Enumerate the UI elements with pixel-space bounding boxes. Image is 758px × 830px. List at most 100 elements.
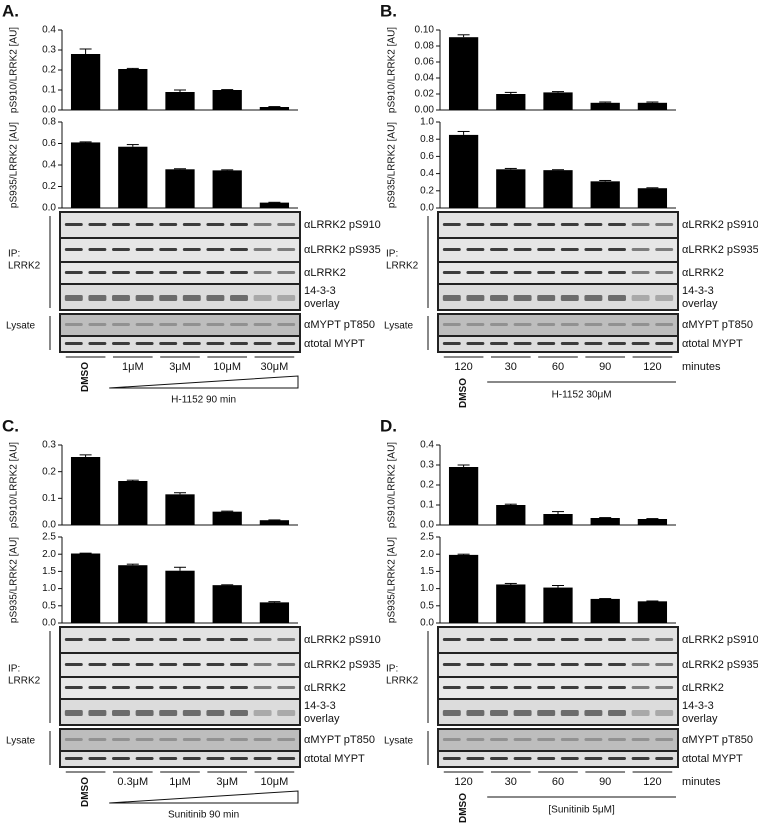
blot-band (135, 738, 154, 741)
blot-band (631, 248, 650, 251)
blot-band (182, 686, 201, 689)
blot-band (466, 757, 485, 760)
blot-row-label: 14-3-3 (682, 700, 714, 712)
lysate-label: Lysate (384, 321, 414, 332)
bar (496, 584, 526, 623)
y-tick-label: 0.08 (415, 41, 435, 52)
ip-label: LRRK2 (8, 676, 41, 687)
blot-band (513, 295, 532, 301)
blot-band (537, 271, 556, 274)
blot-band (442, 323, 461, 326)
dose-wedge (109, 375, 299, 389)
blot-band (655, 342, 674, 345)
blot-band (64, 638, 83, 641)
blot-band (584, 710, 603, 716)
blot-band (206, 295, 225, 301)
blot-band (608, 738, 626, 741)
blot-band (112, 757, 130, 760)
blot-band (655, 271, 674, 274)
bar (165, 494, 195, 525)
lane-label: 60 (552, 776, 564, 788)
bar (590, 518, 620, 525)
blot-band (655, 686, 674, 689)
blot-band (490, 223, 508, 226)
blot-band (159, 271, 178, 274)
blot-band (608, 323, 626, 326)
blot-band (608, 271, 626, 274)
y-axis-label: pS910/LRRK2 [AU] (9, 27, 20, 113)
blot-band (655, 710, 674, 716)
y-tick-label: 0.4 (420, 440, 434, 451)
blot-band (88, 271, 107, 274)
blot-band (560, 638, 579, 641)
bar (259, 107, 290, 110)
blot-row-label: αLRRK2 pS935 (682, 244, 758, 256)
lane-label: 3μM (169, 361, 191, 373)
blot-band (206, 638, 225, 641)
blot-band (560, 663, 579, 666)
blot-band (537, 686, 556, 689)
blot-band (537, 248, 556, 251)
blot-band (135, 710, 154, 716)
blot-band (442, 638, 461, 641)
blot (59, 335, 301, 353)
y-tick-label: 0.3 (42, 45, 56, 56)
bar (637, 102, 668, 110)
y-tick-label: 0.0 (42, 520, 56, 531)
y-tick-label: 0.2 (420, 480, 434, 491)
blot-band (64, 663, 83, 666)
bar (637, 519, 668, 525)
blot-band (466, 342, 485, 345)
y-tick-label: 2.5 (42, 532, 56, 543)
bar (448, 467, 479, 525)
blot-band (537, 295, 556, 301)
lane-label: 90 (599, 776, 611, 788)
bar (259, 520, 290, 525)
blot-band (64, 223, 83, 226)
ip-label: IP: (386, 249, 398, 260)
y-tick-label: 0.3 (420, 460, 434, 471)
blot-band (490, 295, 508, 301)
bar (259, 602, 290, 623)
blot-band (560, 686, 579, 689)
bar (637, 601, 668, 623)
blot-band (466, 638, 485, 641)
bar (118, 481, 148, 525)
blot-band (88, 638, 107, 641)
blot (59, 750, 301, 768)
bar (70, 553, 101, 623)
blot-band (490, 686, 508, 689)
y-tick-label: 0.6 (420, 151, 434, 162)
blot-row-label: αLRRK2 pS935 (304, 244, 381, 256)
ip-label: IP: (386, 664, 398, 675)
treatment-label: [Sunitinib 5μM] (548, 805, 615, 816)
blot-band (135, 638, 154, 641)
blot-band (466, 295, 485, 301)
blot-row-label: αLRRK2 (682, 267, 724, 279)
blot-row-label: αLRRK2 pS935 (304, 659, 381, 671)
bar (496, 505, 526, 525)
blot-band (277, 271, 296, 274)
blot-band (560, 295, 579, 301)
y-tick-label: 0.10 (415, 25, 435, 36)
blot-band (442, 271, 461, 274)
y-tick-label: 2.5 (420, 532, 434, 543)
y-axis-label: pS935/LRRK2 [AU] (387, 122, 398, 208)
blot-band (631, 271, 650, 274)
blot-band (631, 295, 650, 301)
blot-band (442, 686, 461, 689)
blot-row-label: overlay (682, 713, 718, 725)
blot-band (537, 757, 556, 760)
panel-letter: B. (380, 1, 397, 20)
blot-band (159, 323, 178, 326)
blot-band (88, 757, 107, 760)
blot-band (230, 271, 248, 274)
blot-band (442, 295, 461, 301)
blot-row-label: αLRRK2 pS935 (682, 659, 758, 671)
blot-band (206, 223, 225, 226)
y-tick-label: 0.02 (415, 89, 435, 100)
blot-band (88, 248, 107, 251)
bar (165, 92, 195, 110)
lysate-label: Lysate (384, 736, 414, 747)
